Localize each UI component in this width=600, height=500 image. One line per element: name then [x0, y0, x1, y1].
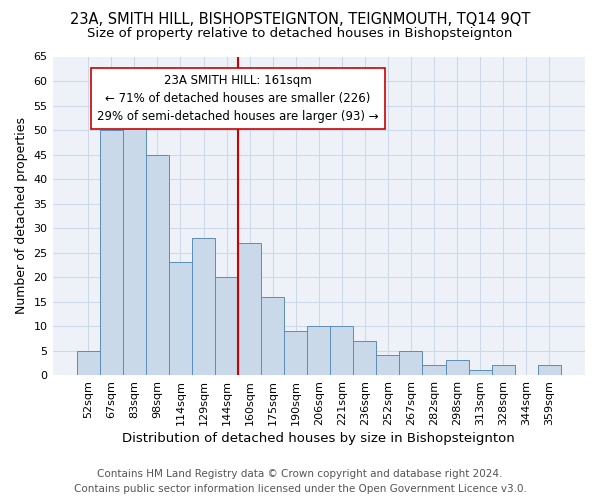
- Bar: [446, 360, 469, 375]
- Bar: [146, 154, 169, 375]
- Text: 23A, SMITH HILL, BISHOPSTEIGNTON, TEIGNMOUTH, TQ14 9QT: 23A, SMITH HILL, BISHOPSTEIGNTON, TEIGNM…: [70, 12, 530, 28]
- Bar: [215, 277, 238, 375]
- Bar: [238, 242, 261, 375]
- X-axis label: Distribution of detached houses by size in Bishopsteignton: Distribution of detached houses by size …: [122, 432, 515, 445]
- Bar: [491, 366, 515, 375]
- Bar: [307, 326, 330, 375]
- Y-axis label: Number of detached properties: Number of detached properties: [15, 118, 28, 314]
- Bar: [123, 116, 146, 375]
- Text: Contains HM Land Registry data © Crown copyright and database right 2024.
Contai: Contains HM Land Registry data © Crown c…: [74, 469, 526, 494]
- Text: 23A SMITH HILL: 161sqm
← 71% of detached houses are smaller (226)
29% of semi-de: 23A SMITH HILL: 161sqm ← 71% of detached…: [97, 74, 379, 122]
- Bar: [469, 370, 491, 375]
- Bar: [284, 331, 307, 375]
- Bar: [353, 341, 376, 375]
- Bar: [400, 350, 422, 375]
- Bar: [376, 356, 400, 375]
- Bar: [330, 326, 353, 375]
- Bar: [169, 262, 192, 375]
- Bar: [261, 296, 284, 375]
- Bar: [77, 350, 100, 375]
- Bar: [100, 130, 123, 375]
- Bar: [192, 238, 215, 375]
- Bar: [422, 366, 446, 375]
- Bar: [538, 366, 561, 375]
- Text: Size of property relative to detached houses in Bishopsteignton: Size of property relative to detached ho…: [88, 28, 512, 40]
